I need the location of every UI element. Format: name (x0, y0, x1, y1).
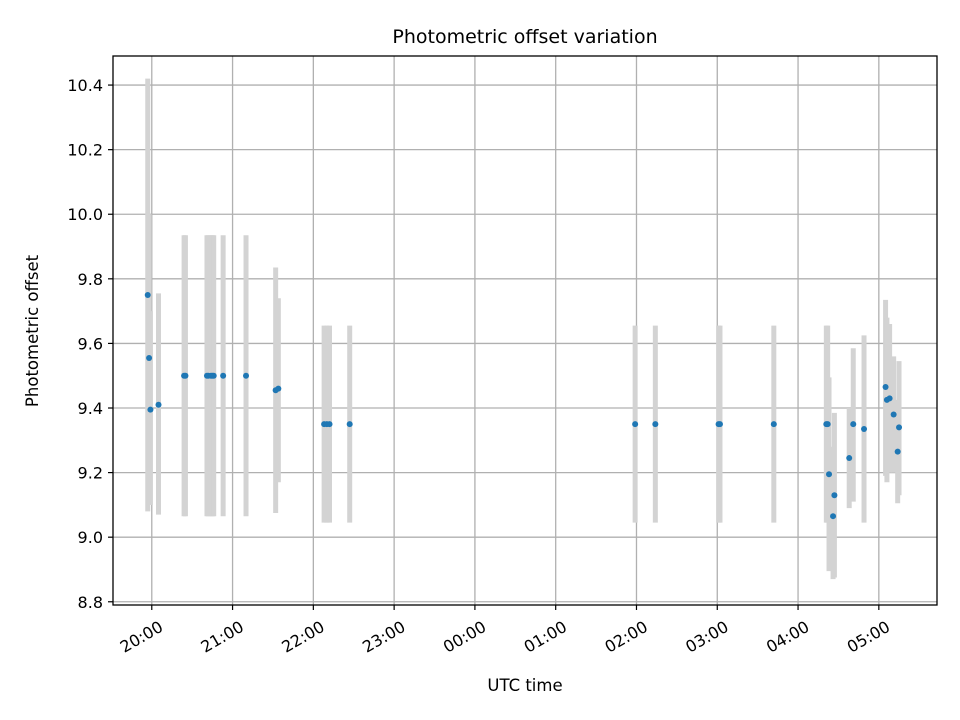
x-tick-label: 05:00 (844, 617, 893, 657)
x-tick-label: 22:00 (278, 617, 327, 657)
x-tick-label: 01:00 (521, 617, 570, 657)
data-point (716, 421, 723, 428)
y-tick-label: 9.8 (78, 270, 103, 289)
data-point (147, 406, 154, 413)
x-axis: 20:00 21:00 22:00 23:00 00:00 01:00 02:00 03:00… (117, 605, 893, 657)
data-point (882, 384, 889, 391)
data-point (243, 372, 250, 379)
data-point (632, 421, 639, 428)
x-tick-label: 21:00 (198, 617, 247, 657)
data-point (831, 492, 838, 499)
errorbars (145, 78, 902, 580)
y-tick-label: 9.2 (78, 464, 103, 483)
y-tick-label: 10.0 (67, 205, 103, 224)
data-point (850, 421, 857, 428)
data-point (144, 291, 151, 298)
data-point (861, 425, 868, 432)
data-point (886, 395, 893, 402)
data-point (770, 421, 777, 428)
chart-title: Photometric offset variation (392, 26, 657, 48)
data-point (220, 372, 227, 379)
y-tick-label: 9.0 (78, 528, 103, 547)
data-point (346, 421, 353, 428)
data-point (210, 372, 217, 379)
data-point (826, 471, 833, 478)
y-tick-label: 8.8 (78, 593, 103, 612)
data-point (824, 421, 831, 428)
data-point (155, 401, 162, 408)
data-point (894, 448, 901, 455)
grid (113, 56, 937, 605)
data-point (326, 421, 333, 428)
y-tick-label: 9.6 (78, 334, 103, 353)
x-tick-label: 20:00 (117, 617, 166, 657)
data-point (652, 421, 659, 428)
x-tick-label: 04:00 (763, 617, 812, 657)
data-point (846, 455, 853, 462)
x-axis-label: UTC time (487, 676, 562, 695)
data-point (146, 354, 153, 361)
y-axis: 8.8 9.0 9.2 9.4 9.6 9.8 10.0 10.2 10.4 (67, 76, 113, 612)
y-tick-label: 9.4 (78, 399, 103, 418)
x-tick-label: 03:00 (682, 617, 731, 657)
data-point (275, 385, 282, 392)
data-points (144, 291, 903, 520)
x-tick-label: 02:00 (601, 617, 650, 657)
plot-frame (112, 55, 938, 606)
x-tick-label: 00:00 (440, 617, 489, 657)
data-point (182, 372, 189, 379)
data-point (896, 424, 903, 431)
y-axis-label: Photometric offset (23, 254, 42, 407)
data-point (830, 513, 837, 520)
y-tick-label: 10.4 (67, 76, 103, 95)
x-tick-label: 23:00 (359, 617, 408, 657)
data-point (890, 411, 897, 418)
y-tick-label: 10.2 (67, 141, 103, 160)
